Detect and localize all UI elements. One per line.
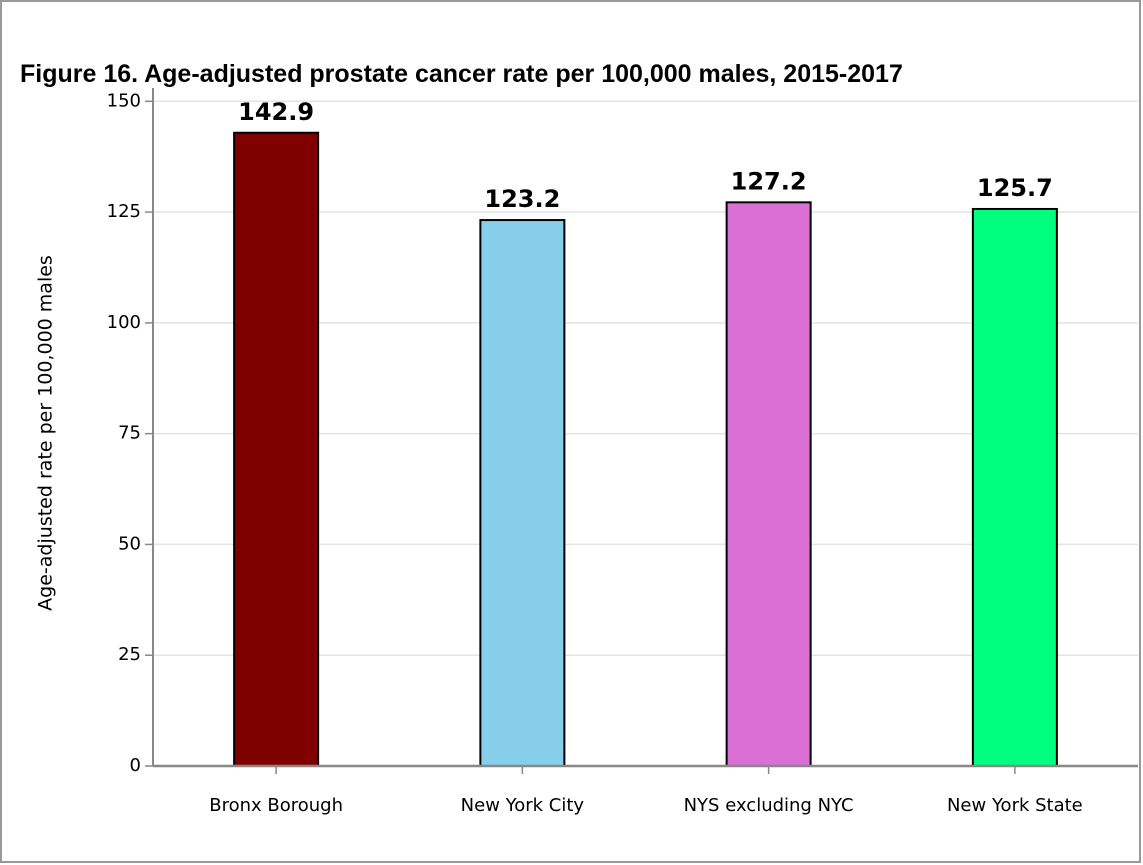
value-label: 123.2 [484,185,560,213]
y-axis-label: Age-adjusted rate per 100,000 males [35,255,57,611]
value-label: 142.9 [238,98,314,126]
x-tick-label: NYS excluding NYC [684,795,854,816]
value-label: 125.7 [977,174,1053,202]
x-tick-label: New York State [947,795,1083,816]
y-tick-label: 25 [118,644,141,665]
x-tick-label: Bronx Borough [209,795,343,816]
bar [971,207,1058,768]
y-tick-label: 75 [118,423,141,444]
y-tick-label: 50 [118,533,141,554]
x-tick-label: New York City [461,795,585,816]
y-tick-label: 0 [130,755,141,776]
y-tick-label: 125 [107,201,141,222]
value-label: 127.2 [731,167,807,195]
bar [233,131,320,768]
bar [479,219,566,767]
y-tick-label: 150 [107,90,141,111]
chart-title: Figure 16. Age-adjusted prostate cancer … [20,60,903,88]
y-tick-label: 100 [107,312,141,333]
bar [725,201,812,767]
